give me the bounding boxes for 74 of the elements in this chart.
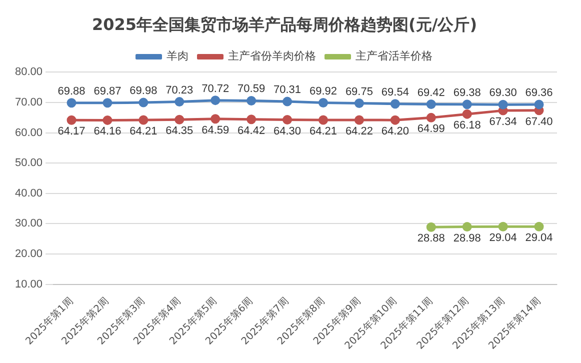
point — [210, 96, 220, 106]
legend-label: 主产省活羊价格 — [355, 50, 432, 63]
point — [282, 115, 292, 125]
data-label: 67.40 — [525, 116, 553, 128]
data-label: 70.31 — [274, 84, 302, 96]
data-label: 69.36 — [525, 86, 553, 99]
data-label: 69.30 — [489, 87, 517, 100]
point — [354, 115, 364, 125]
data-label: 64.30 — [274, 125, 302, 138]
data-label: 69.42 — [417, 86, 445, 99]
point — [174, 114, 184, 124]
point — [282, 96, 292, 106]
data-label: 64.21 — [309, 126, 338, 138]
legend-label: 羊肉 — [166, 50, 188, 63]
data-label: 69.38 — [453, 86, 481, 99]
y-tick-label: 50.00 — [14, 157, 43, 170]
data-label: 64.21 — [130, 126, 158, 138]
point — [498, 222, 508, 232]
data-label: 64.35 — [166, 125, 194, 138]
data-label: 64.99 — [417, 123, 445, 136]
point — [210, 114, 220, 124]
point — [138, 98, 148, 108]
data-label: 28.98 — [453, 232, 481, 244]
point — [498, 100, 508, 110]
point — [534, 100, 544, 110]
chart-title: 2025年全国集贸市场羊产品每周价格趋势图(元/公斤) — [92, 14, 477, 34]
point — [426, 112, 436, 122]
point — [426, 100, 436, 110]
legend-label: 主产省份羊肉价格 — [228, 50, 316, 63]
point — [426, 222, 436, 232]
data-label: 64.59 — [202, 124, 230, 136]
point — [390, 99, 400, 109]
point — [534, 222, 544, 232]
data-label: 70.59 — [238, 83, 266, 96]
y-tick-label: 70.00 — [14, 96, 43, 109]
point — [246, 114, 256, 124]
point — [390, 115, 400, 125]
data-label: 69.88 — [58, 85, 86, 98]
data-label: 29.04 — [525, 232, 553, 244]
data-label: 64.17 — [58, 126, 86, 138]
point — [66, 98, 76, 108]
data-label: 69.54 — [381, 86, 409, 98]
y-tick-label: 30.00 — [14, 218, 43, 230]
data-label: 69.87 — [94, 85, 122, 98]
y-tick-label: 20.00 — [14, 248, 43, 260]
data-label: 67.34 — [489, 116, 517, 128]
data-label: 64.42 — [238, 124, 266, 137]
point — [138, 115, 148, 125]
data-label: 64.16 — [94, 126, 122, 138]
y-tick-label: 80.00 — [14, 66, 43, 78]
data-label: 69.98 — [130, 85, 158, 98]
data-label: 70.72 — [202, 82, 230, 95]
point — [246, 96, 256, 106]
data-label: 70.23 — [166, 84, 194, 96]
data-label: 69.75 — [345, 86, 373, 98]
point — [462, 222, 472, 232]
point — [174, 97, 184, 107]
point — [354, 98, 364, 108]
point — [462, 109, 472, 119]
data-label: 29.04 — [489, 232, 517, 244]
y-tick-label: 40.00 — [14, 187, 43, 200]
point — [318, 115, 328, 125]
point — [102, 115, 112, 125]
data-label: 64.20 — [381, 126, 409, 138]
point — [462, 100, 472, 110]
point — [318, 98, 328, 108]
point — [102, 98, 112, 108]
data-label: 66.18 — [453, 120, 481, 132]
data-label: 28.88 — [417, 232, 445, 245]
data-label: 64.22 — [345, 126, 373, 138]
point — [66, 115, 76, 125]
y-tick-label: 60.00 — [14, 126, 43, 139]
y-tick-label: 10.00 — [14, 278, 43, 290]
data-label: 69.92 — [309, 85, 338, 98]
